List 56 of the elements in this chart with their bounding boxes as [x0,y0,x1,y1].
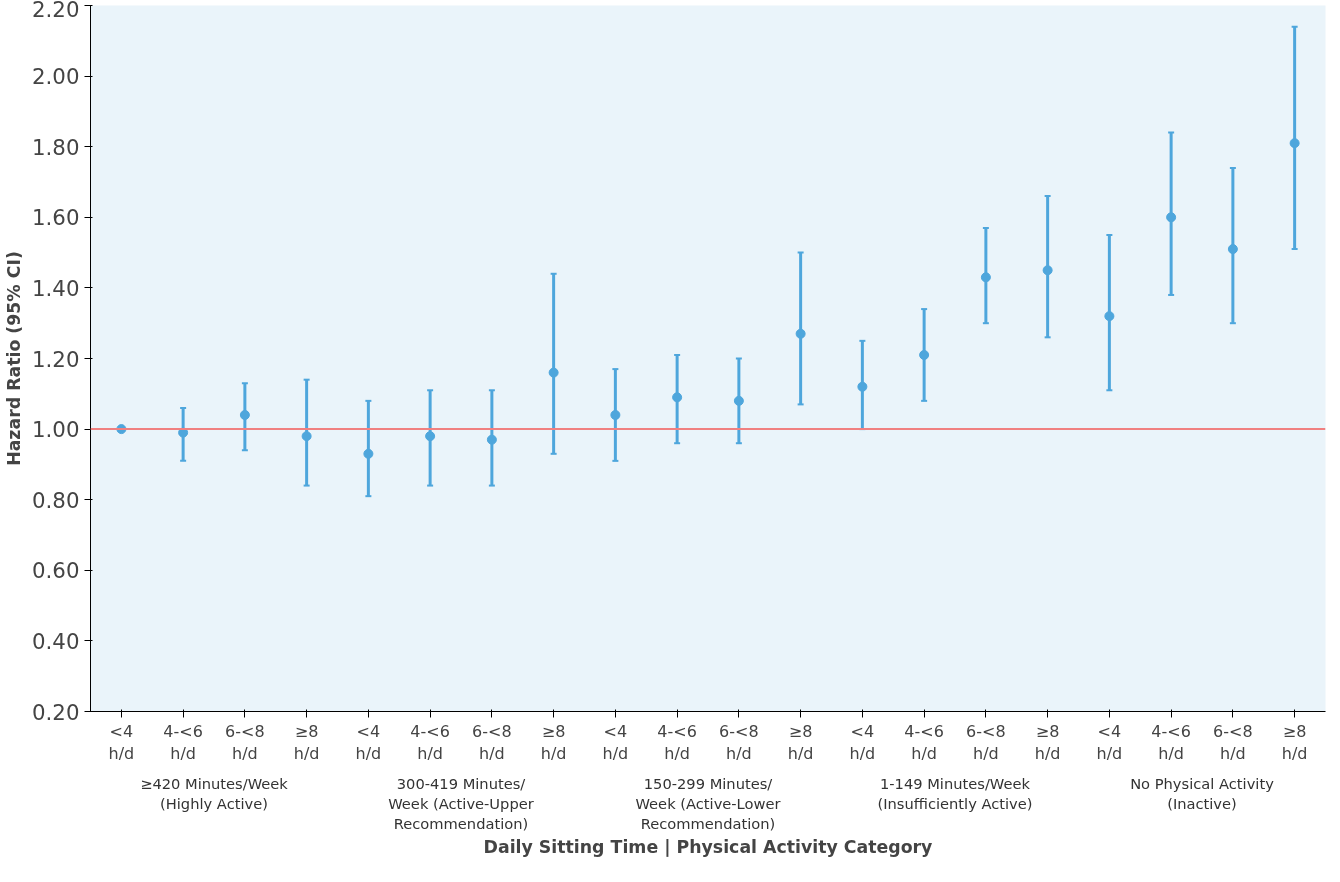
x-tick-label: 6-<8 h/d [966,721,1006,764]
point [1042,265,1053,276]
x-tick-label: <4 h/d [108,721,135,764]
y-tick-label: 1.00 [32,417,80,443]
y-tick-label: 0.80 [32,487,80,513]
x-tick-label: 6-<8 h/d [225,721,265,764]
x-tick-label: ≥8 h/d [540,721,567,764]
x-tick-label: 4-<6 h/d [657,721,697,764]
y-tick-label: 2.00 [32,64,80,90]
point [548,367,559,378]
point [1104,311,1115,322]
y-tick-label: 2.20 [32,0,80,22]
x-tick-label: <4 h/d [849,721,876,764]
y-axis-title: Hazard Ratio (95% CI) [4,251,25,466]
x-tick-label: <4 h/d [602,721,629,764]
point [610,409,621,420]
point [733,395,744,406]
y-tick-label: 1.40 [32,275,80,301]
point [363,448,374,459]
y-tick-label: 0.20 [32,699,80,725]
x-tick-label: 4-<6 h/d [163,721,203,764]
text: No Physical Activity (Inactive) [1130,774,1275,812]
x-tick-label: 4-<6 h/d [904,721,944,764]
x-tick-label: 4-<6 h/d [1151,721,1191,764]
x-tick-label: 6-<8 h/d [472,721,512,764]
text: ≥420 Minutes/Week (Highly Active) [140,774,289,812]
y-tick-label: 0.60 [32,558,80,584]
point [672,392,683,403]
y-tick-label: 1.80 [32,134,80,160]
point [980,272,991,283]
x-tick-label: ≥8 h/d [787,721,814,764]
x-tick-label: 6-<8 h/d [1213,721,1253,764]
x-tick-label: 4-<6 h/d [410,721,450,764]
x-tick-label: <4 h/d [1096,721,1123,764]
y-tick-label: 1.60 [32,205,80,231]
point [301,431,312,442]
text: 300-419 Minutes/ Week (Active-Upper Recommendation) [388,774,535,833]
point [919,349,930,360]
text: 150-299 Minutes/ Week (Active-Lower Recommendation) [635,774,782,833]
text: 1-149 Minutes/Week (Insufficiently Active) [877,774,1033,812]
x-tick-label: ≥8 h/d [1281,721,1308,764]
point [795,328,806,339]
x-tick-label: 6-<8 h/d [719,721,759,764]
x-axis-title: Daily Sitting Time | Physical Activity Category [483,837,933,858]
y-tick-label: 1.20 [32,346,80,372]
x-tick-label: <4 h/d [355,721,382,764]
point [857,381,868,392]
point [1166,212,1177,223]
point [1289,138,1300,149]
y-tick-label: 0.40 [32,628,80,654]
point [1227,244,1238,255]
point [486,434,497,445]
x-tick-label: ≥8 h/d [293,721,320,764]
point [239,409,250,420]
point [425,431,436,442]
x-tick-label: ≥8 h/d [1034,721,1061,764]
